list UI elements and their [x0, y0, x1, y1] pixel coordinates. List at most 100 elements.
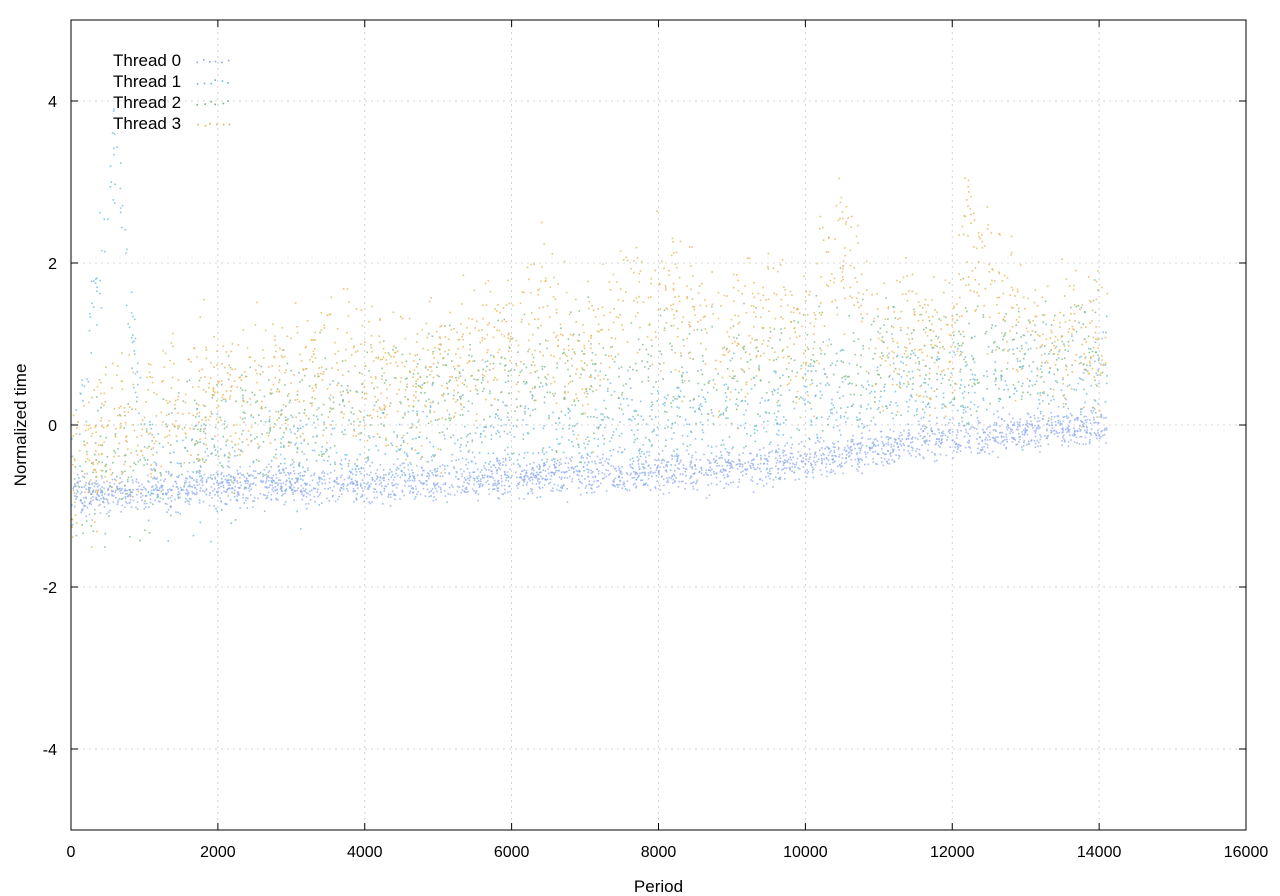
data-point: [349, 389, 352, 392]
data-point: [879, 356, 881, 358]
data-point: [913, 311, 916, 313]
data-point: [553, 483, 556, 486]
data-point: [618, 397, 620, 399]
data-point: [977, 422, 980, 424]
data-point: [343, 413, 345, 415]
data-point: [650, 339, 653, 341]
data-point: [646, 451, 648, 453]
data-point: [577, 446, 580, 448]
data-point: [665, 463, 668, 466]
data-point: [200, 475, 202, 477]
data-point: [365, 392, 368, 395]
data-point: [816, 433, 818, 436]
data-point: [275, 457, 278, 460]
data-point: [861, 317, 864, 320]
data-point: [660, 370, 662, 372]
data-point: [229, 374, 231, 376]
data-point: [941, 432, 943, 434]
data-point: [214, 435, 216, 438]
data-point: [841, 457, 844, 459]
data-point: [274, 438, 276, 441]
data-point: [300, 484, 302, 487]
data-point: [763, 485, 765, 487]
data-point: [1010, 254, 1012, 256]
data-point: [756, 339, 758, 341]
data-point: [486, 365, 488, 368]
data-point: [426, 381, 429, 383]
data-point: [277, 479, 280, 481]
data-point: [381, 412, 384, 414]
data-point: [765, 468, 768, 471]
data-point: [119, 414, 121, 416]
data-point: [920, 384, 923, 387]
data-point: [591, 352, 594, 354]
data-point: [1081, 421, 1084, 423]
data-point: [638, 295, 640, 298]
data-point: [1097, 354, 1099, 356]
data-point: [168, 434, 171, 436]
data-point: [567, 407, 569, 410]
data-point: [621, 476, 623, 479]
data-point: [510, 369, 512, 372]
data-point: [1100, 416, 1103, 418]
data-point: [435, 483, 437, 485]
data-point: [1016, 370, 1019, 373]
data-point: [361, 396, 364, 399]
data-point: [711, 325, 713, 328]
data-point: [412, 385, 414, 387]
data-point: [422, 482, 425, 484]
data-point: [1012, 424, 1014, 426]
data-point: [708, 462, 711, 464]
data-point: [563, 477, 566, 479]
data-point: [951, 324, 953, 327]
data-point: [732, 375, 735, 378]
data-point: [337, 382, 340, 384]
data-point: [521, 291, 524, 293]
data-point: [84, 473, 86, 475]
data-point: [818, 305, 820, 308]
data-point: [467, 400, 470, 402]
data-point: [701, 429, 704, 431]
data-point: [842, 287, 845, 289]
data-point: [737, 334, 740, 336]
data-point: [503, 318, 506, 321]
data-point: [99, 279, 101, 282]
data-point: [789, 337, 791, 340]
data-point: [1073, 284, 1075, 287]
data-point: [201, 484, 204, 487]
data-point: [903, 353, 906, 355]
data-point: [925, 327, 927, 329]
data-point: [835, 411, 838, 414]
data-point: [170, 387, 173, 389]
data-point: [596, 426, 598, 429]
data-point: [281, 494, 283, 497]
data-point: [599, 424, 602, 426]
data-point: [412, 405, 415, 407]
data-point: [226, 439, 229, 441]
data-point: [927, 304, 929, 307]
data-point: [396, 436, 398, 438]
data-point: [159, 472, 162, 474]
data-point: [970, 195, 972, 198]
data-point: [596, 455, 599, 458]
data-point: [908, 290, 910, 292]
data-point: [1017, 360, 1019, 363]
data-point: [239, 416, 242, 419]
data-point: [755, 375, 758, 377]
data-point: [125, 439, 127, 442]
data-point: [575, 321, 578, 323]
data-point: [100, 420, 102, 422]
data-point: [414, 449, 417, 451]
data-point: [167, 489, 169, 491]
data-point: [716, 462, 718, 465]
data-point: [114, 183, 116, 186]
data-point: [96, 530, 98, 533]
data-point: [895, 454, 897, 456]
data-point: [686, 297, 688, 300]
data-point: [313, 422, 315, 424]
data-point: [786, 442, 788, 444]
data-point: [660, 353, 663, 355]
data-point: [199, 377, 202, 379]
data-point: [923, 436, 925, 438]
data-point: [107, 424, 109, 426]
